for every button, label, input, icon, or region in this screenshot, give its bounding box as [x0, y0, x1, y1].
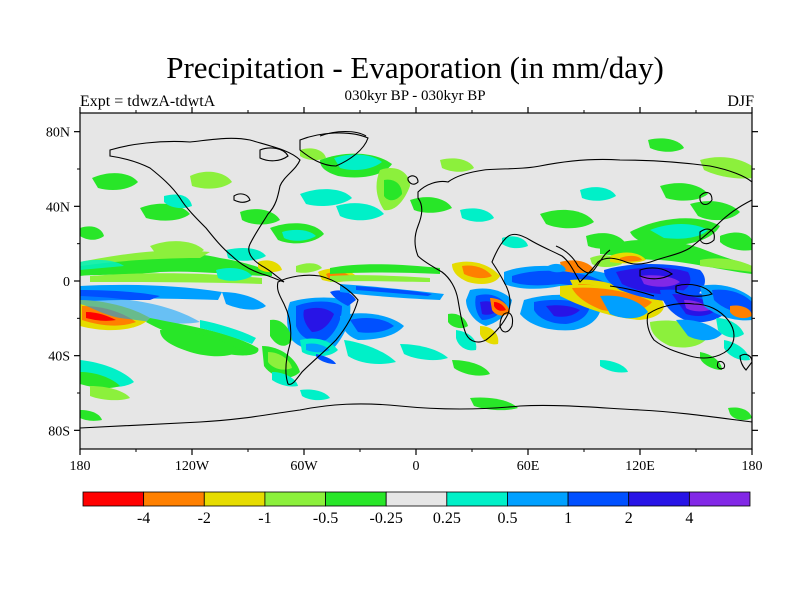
chart-title: Precipitation - Evaporation (in mm/day) — [166, 50, 664, 85]
colorbar-swatch — [203, 491, 266, 507]
colorbar-label: 0.5 — [497, 510, 517, 527]
colorbar-label: 0.25 — [433, 510, 461, 527]
lat-tick-label: 80N — [46, 126, 70, 141]
colorbar-label: 1 — [564, 510, 572, 527]
colorbar-swatch — [82, 491, 145, 507]
colorbar-swatch — [385, 491, 448, 507]
lon-tick-label: 120E — [625, 459, 655, 474]
colorbar-label: -2 — [198, 510, 211, 527]
colorbar-swatch — [507, 491, 569, 507]
colorbar: -4 -2 -1 -0.5 -0.25 0.25 0.5 1 2 4 — [82, 491, 751, 527]
lon-tick-label: 180 — [70, 459, 91, 474]
colorbar-swatch — [143, 491, 205, 507]
lon-axis: 180 120W 60W 0 60E 120E 180 — [70, 107, 763, 474]
lon-tick-label: 180 — [742, 459, 763, 474]
colorbar-swatch — [264, 491, 326, 507]
colorbar-label: 4 — [685, 510, 693, 527]
lat-tick-label: 40S — [48, 350, 70, 365]
colorbar-swatch — [628, 491, 690, 507]
colorbar-label: -0.5 — [313, 510, 338, 527]
experiment-label: Expt = tdwzA-tdwtA — [80, 93, 216, 110]
lat-axis: 80N 40N 0 40S 80S — [46, 126, 758, 439]
lat-tick-label: 40N — [46, 200, 70, 215]
colorbar-swatch — [325, 491, 387, 507]
lon-tick-label: 120W — [175, 459, 210, 474]
colorbar-label: 2 — [625, 510, 633, 527]
colorbar-swatch — [446, 491, 508, 507]
coastlines — [80, 130, 752, 429]
chart-subtitle: 030kyr BP - 030kyr BP — [344, 88, 486, 104]
lon-tick-label: 60W — [290, 459, 318, 474]
colorbar-label: -1 — [258, 510, 271, 527]
lat-tick-label: 0 — [63, 275, 70, 290]
season-label: DJF — [727, 93, 754, 110]
colorbar-swatch — [567, 491, 630, 507]
colorbar-swatch — [688, 491, 751, 507]
lon-tick-label: 0 — [413, 459, 420, 474]
colorbar-label: -0.25 — [370, 510, 403, 527]
lat-tick-label: 80S — [48, 424, 70, 439]
colorbar-label: -4 — [137, 510, 150, 527]
precip-evap-field — [80, 138, 752, 421]
lon-tick-label: 60E — [517, 459, 540, 474]
